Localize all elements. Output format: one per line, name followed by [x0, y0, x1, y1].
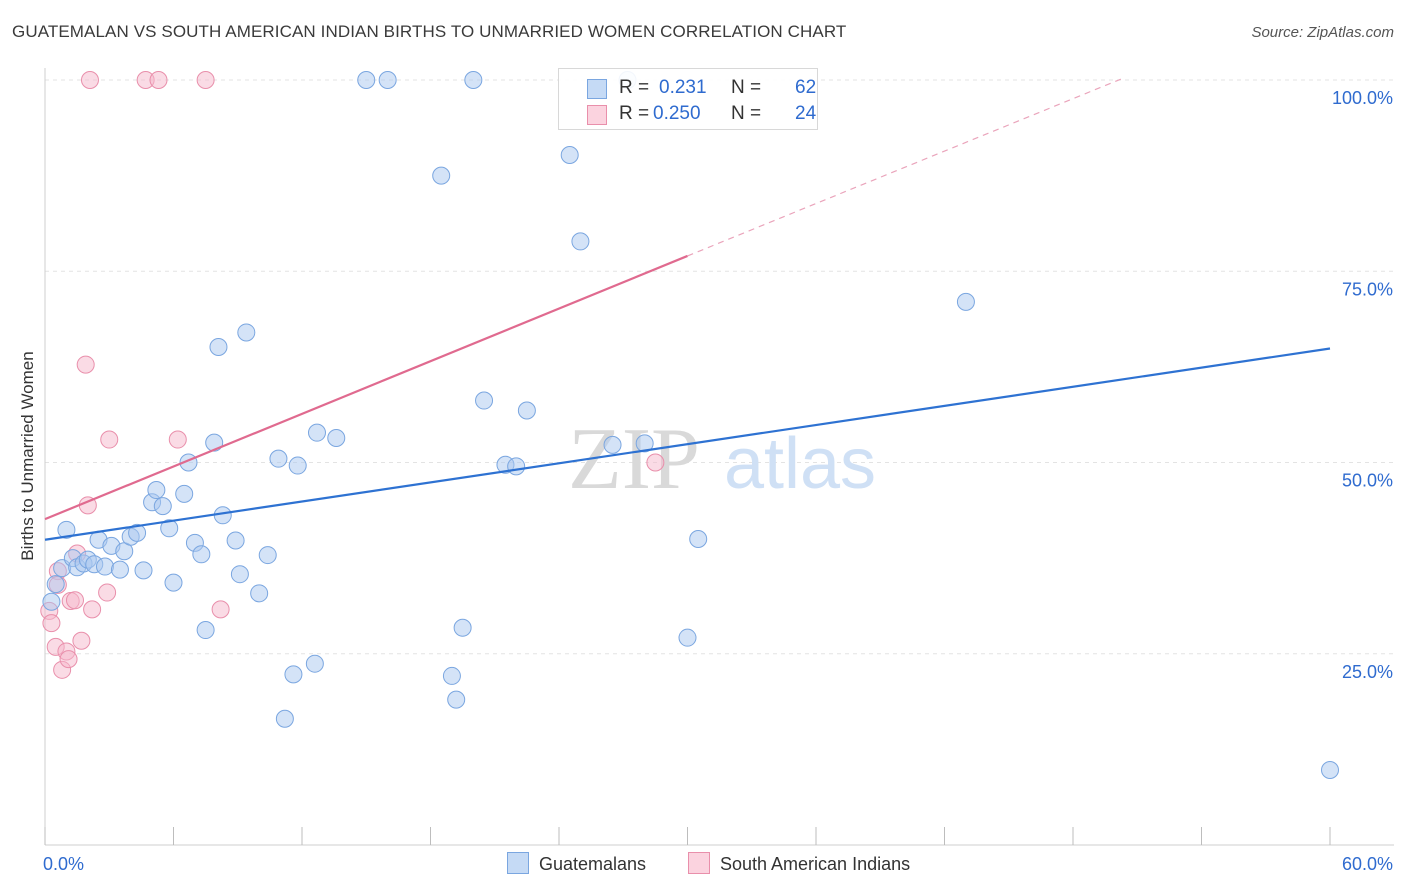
legend-n-label: N =: [731, 77, 762, 98]
point-guatemalan: [442, 666, 461, 685]
point-guatemalan: [678, 628, 697, 647]
y-tick-label: 100.0%: [1332, 88, 1393, 108]
point-guatemalan: [226, 531, 245, 550]
point-guatemalan: [357, 71, 376, 89]
y-tick-label: 75.0%: [1342, 279, 1393, 299]
x-tick-label: 0.0%: [43, 854, 84, 874]
bottom-legend-swatch-pink: [688, 852, 710, 874]
bottom-legend-label: Guatemalans: [539, 854, 647, 874]
trend-lines: [44, 77, 1331, 541]
point-south-american-indian: [59, 650, 78, 669]
point-guatemalan: [57, 520, 76, 539]
point-south-american-indian: [168, 430, 187, 449]
trend-line-south-american-indians: [44, 254, 688, 521]
point-south-american-indian: [646, 453, 665, 472]
point-guatemalan: [269, 449, 288, 468]
legend-r-label: R =: [619, 103, 650, 124]
legend-n-value: 62: [795, 77, 817, 98]
point-guatemalan: [153, 497, 172, 516]
legend-swatch-blue: [587, 79, 607, 99]
point-guatemalan: [307, 423, 326, 442]
point-guatemalan: [237, 323, 256, 342]
point-guatemalan: [42, 592, 61, 611]
legend-n-value: 24: [795, 103, 817, 124]
point-south-american-indian: [72, 631, 91, 650]
point-south-american-indian: [42, 614, 61, 633]
source-label: Source: ZipAtlas.com: [1251, 24, 1394, 41]
trend-line-guatemalans: [44, 347, 1331, 541]
point-south-american-indian: [83, 600, 102, 619]
point-guatemalan: [110, 560, 129, 579]
point-guatemalan: [560, 145, 579, 164]
point-guatemalan: [635, 434, 654, 453]
y-tick-label: 25.0%: [1342, 662, 1393, 682]
point-south-american-indian: [76, 355, 95, 374]
point-guatemalan: [230, 565, 249, 584]
point-guatemalan: [327, 429, 346, 448]
bottom-legend-label: South American Indians: [720, 854, 911, 874]
point-guatemalan: [284, 665, 303, 684]
point-guatemalan: [603, 435, 622, 454]
point-guatemalan: [571, 232, 590, 251]
legend-swatch-pink: [587, 105, 607, 125]
trend-line-extension-south-american-indians: [687, 77, 1125, 257]
point-south-american-indian: [65, 591, 84, 610]
point-guatemalan: [209, 337, 228, 356]
bottom-legend-guatemalans: Guatemalans: [507, 852, 646, 875]
legend-r-value: 0.231: [659, 77, 707, 98]
tick-labels: 100.0% 75.0% 50.0% 25.0% 0.0% 60.0%: [43, 88, 1393, 874]
point-south-american-indian: [149, 71, 168, 89]
point-south-american-indian: [100, 430, 119, 449]
legend-r-value: 0.250: [653, 103, 701, 124]
y-tick-label: 50.0%: [1342, 471, 1393, 491]
legend-box: R = 0.231 N = 62 R = 0.250 N = 24: [558, 68, 818, 130]
point-guatemalan: [689, 530, 708, 548]
point-guatemalan: [447, 690, 466, 709]
point-guatemalan: [147, 481, 166, 500]
point-guatemalan: [507, 457, 526, 476]
point-guatemalan: [432, 166, 451, 185]
y-axis-label: Births to Unmarried Women: [18, 351, 37, 561]
point-guatemalan: [192, 545, 211, 564]
point-guatemalan: [378, 71, 397, 89]
point-guatemalan: [475, 391, 494, 410]
point-guatemalan: [164, 573, 183, 592]
axes: [44, 68, 1394, 846]
point-guatemalan: [956, 292, 975, 311]
point-guatemalan: [305, 654, 324, 673]
point-guatemalan: [1321, 761, 1339, 780]
point-guatemalan: [160, 519, 179, 538]
point-guatemalan: [95, 557, 114, 576]
point-guatemalan: [196, 621, 215, 640]
point-guatemalan: [134, 561, 153, 580]
point-guatemalan: [453, 618, 472, 637]
point-south-american-indian: [196, 71, 215, 89]
chart-title: GUATEMALAN VS SOUTH AMERICAN INDIAN BIRT…: [12, 22, 847, 41]
point-guatemalan: [250, 584, 269, 603]
point-guatemalan: [128, 523, 147, 542]
point-guatemalan: [464, 71, 483, 89]
legend-r-label: R =: [619, 77, 650, 98]
point-guatemalan: [258, 546, 277, 565]
point-guatemalan: [288, 456, 307, 475]
point-guatemalan: [175, 484, 194, 503]
watermark: ZIP atlas: [568, 411, 876, 508]
legend-n-label: N =: [731, 103, 762, 124]
point-south-american-indian: [211, 600, 230, 619]
point-guatemalan: [46, 575, 65, 594]
gridlines: [45, 79, 1394, 655]
point-south-american-indian: [80, 71, 99, 89]
bottom-legend-swatch-blue: [507, 852, 529, 874]
x-tick-label: 60.0%: [1342, 854, 1393, 874]
point-south-american-indian: [98, 583, 117, 602]
point-guatemalan: [275, 709, 294, 728]
watermark-atlas: atlas: [724, 424, 876, 504]
point-guatemalan: [517, 401, 536, 420]
series-guatemalans: [42, 71, 1339, 780]
bottom-legend-south-american-indians: South American Indians: [688, 852, 910, 875]
point-guatemalan: [205, 433, 224, 452]
